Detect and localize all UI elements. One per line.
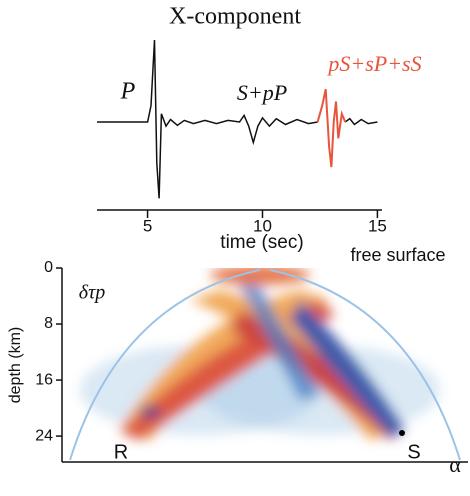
phase-label: P: [120, 79, 136, 105]
annotation: δτp: [79, 282, 105, 304]
annotation: R: [114, 441, 128, 463]
y-tick-label: 24: [35, 427, 53, 444]
waveform: [97, 39, 378, 199]
phase-label: S+pP: [237, 80, 287, 105]
x-axis-label: time (sec): [220, 232, 303, 253]
annotation: free surface: [350, 245, 445, 265]
annotation: S: [407, 441, 420, 463]
x-tick-label: 10: [253, 216, 272, 235]
waveform: [316, 88, 347, 168]
x-tick-label: 5: [143, 216, 152, 235]
y-axis-label: depth (km): [7, 327, 24, 403]
kernel-image: [62, 268, 468, 462]
chart-title: X-component: [169, 4, 301, 30]
y-tick-label: 8: [44, 315, 53, 332]
y-tick-label: 0: [44, 259, 53, 276]
phase-label: pS+sP+sS: [326, 51, 421, 76]
y-tick-label: 16: [35, 371, 53, 388]
annotation: α: [449, 452, 461, 477]
x-tick-label: 15: [368, 216, 387, 235]
